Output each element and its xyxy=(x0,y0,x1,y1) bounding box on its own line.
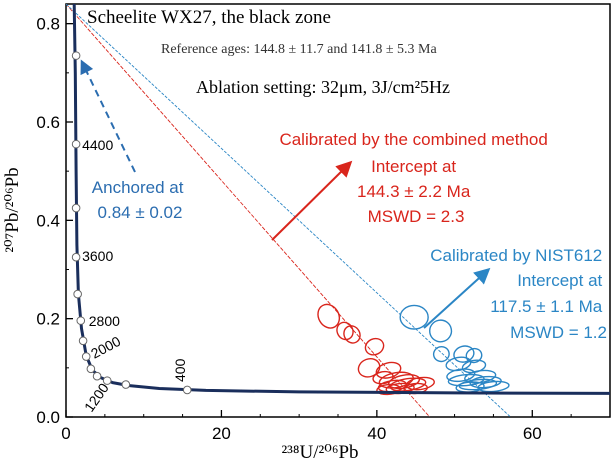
concordia-age-label: 400 xyxy=(172,358,188,382)
axis-ticks: 0 20 40 60 0.0 0.2 0.4 0.6 0.8 xyxy=(36,15,572,443)
combined-annotation-line-3: 144.3 ± 2.2 Ma xyxy=(357,182,471,201)
ablation-setting: Ablation setting: 32μm, 3J/cm²5Hz xyxy=(196,77,450,97)
combined-arrow xyxy=(271,160,353,241)
concordia-age-marker xyxy=(71,139,81,149)
y-tick-label: 0.0 xyxy=(36,408,60,427)
nist-data-ellipse xyxy=(432,345,450,363)
y-tick-label: 0.2 xyxy=(36,310,60,329)
svg-text:Anchored at 0.84 ± 0.02: Anchored at 0.84 ± 0.02 xyxy=(92,178,188,222)
concordia-age-marker xyxy=(81,352,91,361)
anchor-arrow xyxy=(80,59,136,173)
combined-data-ellipse xyxy=(364,337,385,356)
concordia-curve xyxy=(71,4,610,395)
combined-annotation-line-2: Intercept at xyxy=(371,157,456,176)
concordia-age-marker xyxy=(102,376,112,385)
nist-data-ellipse xyxy=(399,304,429,330)
nist-data-ellipse xyxy=(429,319,453,343)
combined-data-ellipse xyxy=(357,358,381,378)
combined-data-ellipse xyxy=(389,377,427,392)
x-tick-label: 40 xyxy=(367,424,386,443)
combined-annotation-line-4: MSWD = 2.3 xyxy=(368,207,465,226)
nist-annotation-line-4: MSWD = 1.2 xyxy=(510,323,607,342)
combined-annotation-line-1: Calibrated by the combined method xyxy=(279,130,547,149)
concordia-age-marker xyxy=(182,385,192,395)
anchor-annotation-line-1: Anchored at xyxy=(92,178,184,197)
nist-annotation-line-3: 117.5 ± 1.1 Ma xyxy=(490,297,603,316)
nist-data-ellipse xyxy=(477,380,510,393)
svg-text:Calibrated by the combined met: Calibrated by the combined method Interc… xyxy=(279,130,552,226)
concordia-age-label: 4400 xyxy=(82,137,113,153)
y-tick-label: 0.8 xyxy=(36,15,60,34)
concordia-age-label: 1200 xyxy=(81,380,112,415)
nist-data-ellipse xyxy=(447,373,485,387)
y-tick-label: 0.6 xyxy=(36,113,60,132)
combined-data-ellipse xyxy=(336,321,354,341)
x-tick-label: 60 xyxy=(523,424,542,443)
y-axis-label: ²⁰⁷Pb/²⁰⁶Pb xyxy=(2,167,23,252)
concordia-age-marker xyxy=(71,51,81,60)
nist-data-ellipse xyxy=(469,375,502,389)
concordia-age-label: 3600 xyxy=(82,248,113,264)
nist-annotation-line-2: Intercept at xyxy=(517,271,602,290)
concordia-age-marker xyxy=(71,252,81,262)
combined-data-ellipse xyxy=(376,383,401,396)
combined-data-ellipse xyxy=(378,371,414,389)
concordia-age-marker xyxy=(73,289,82,299)
concordia-age-marker xyxy=(92,371,102,381)
concordia-age-label: 2000 xyxy=(88,333,123,362)
concordia-age-marker xyxy=(76,316,86,325)
x-axis-label: ²³⁸U/²⁰⁶Pb xyxy=(281,442,358,463)
x-tick-label: 20 xyxy=(212,424,231,443)
svg-text:Calibrated by NIST612 Inte: Calibrated by NIST612 Intercept at 117.5… xyxy=(430,246,607,342)
nist-annotation-line-1: Calibrated by NIST612 xyxy=(430,246,602,265)
nist-data-ellipse xyxy=(453,345,475,363)
concordia-age-marker xyxy=(71,203,81,213)
reference-ages: Reference ages: 144.8 ± 11.7 and 141.8 ±… xyxy=(161,42,438,57)
combined-regression-line xyxy=(66,4,431,417)
anchor-annotation-line-2: 0.84 ± 0.02 xyxy=(98,203,183,222)
nist-arrow xyxy=(423,267,491,329)
chart-title: Scheelite WX27, the black zone xyxy=(87,7,331,28)
nist-data-ellipse xyxy=(446,368,476,383)
y-tick-label: 0.4 xyxy=(36,211,60,230)
concordia-age-label: 2800 xyxy=(89,313,120,329)
combined-data-ellipse xyxy=(317,303,341,329)
concordia-age-marker xyxy=(86,364,96,374)
combined-data-ellipse xyxy=(372,370,394,385)
concordia-age-marker xyxy=(121,380,131,389)
error-ellipses xyxy=(317,303,510,396)
concordia-age-marker xyxy=(78,336,88,346)
x-tick-label: 0 xyxy=(61,424,70,443)
combined-data-ellipse xyxy=(343,325,361,344)
